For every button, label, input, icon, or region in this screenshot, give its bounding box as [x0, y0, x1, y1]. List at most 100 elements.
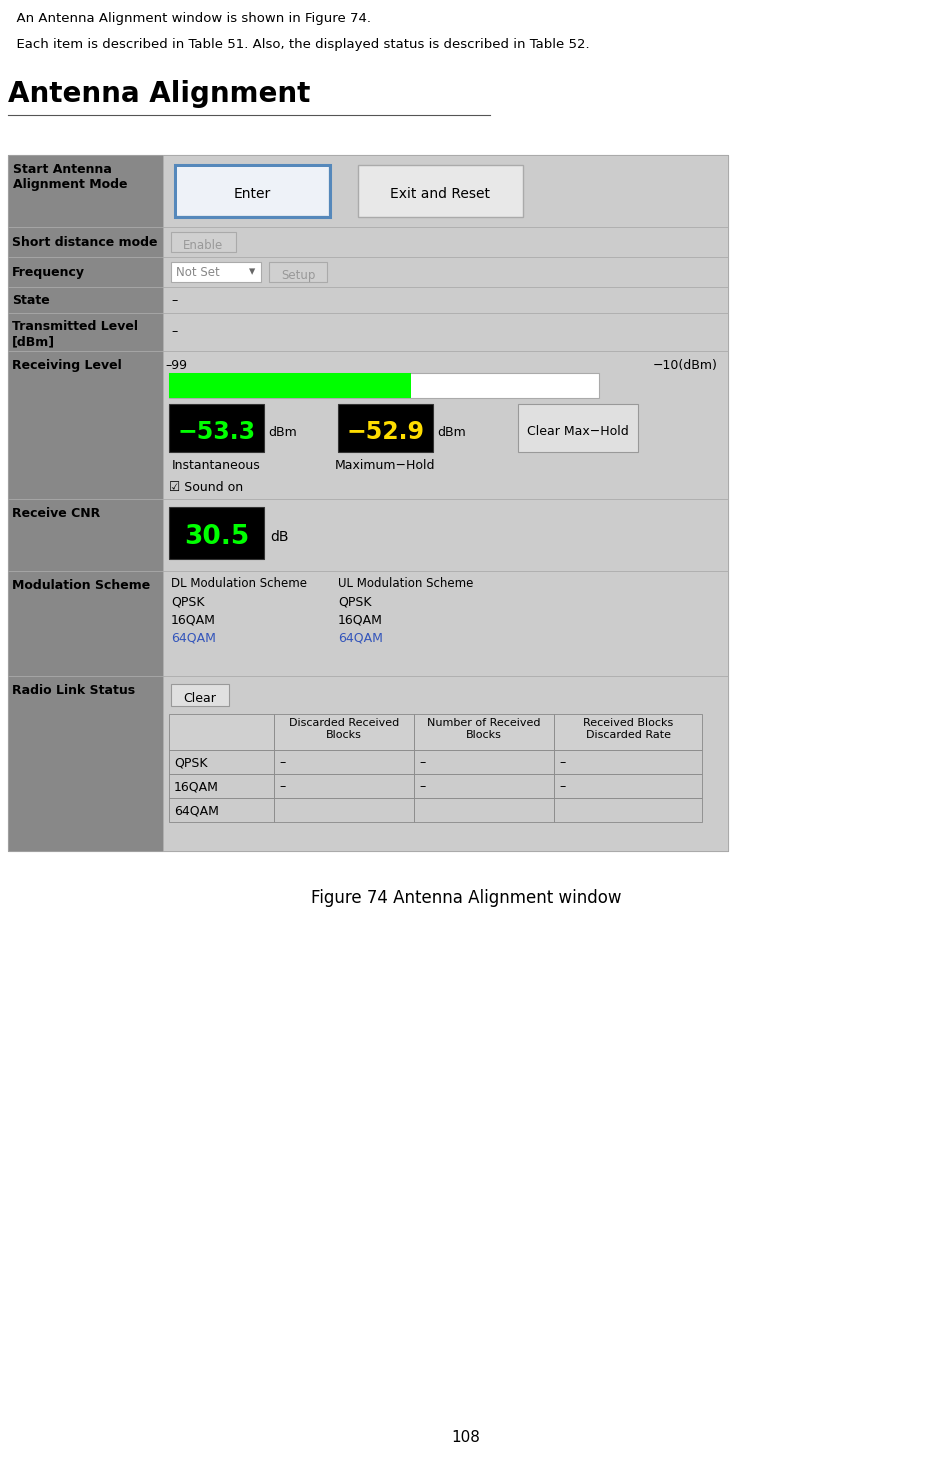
Bar — [171, 262, 261, 282]
Text: 30.5: 30.5 — [184, 523, 249, 550]
Text: QPSK: QPSK — [171, 595, 204, 607]
Bar — [163, 312, 728, 351]
Text: 16QAM: 16QAM — [171, 613, 216, 626]
Text: –: – — [171, 293, 177, 307]
Text: Start Antenna
Alignment Mode: Start Antenna Alignment Mode — [13, 164, 128, 192]
Text: dBm: dBm — [437, 426, 466, 438]
Bar — [169, 373, 411, 398]
Text: Clear: Clear — [184, 691, 216, 705]
Text: Each item is described in Table 51. Also, the displayed status is described in T: Each item is described in Table 51. Also… — [8, 38, 590, 52]
Bar — [8, 312, 163, 351]
Text: dBm: dBm — [268, 426, 296, 438]
Text: ☑ Sound on: ☑ Sound on — [169, 481, 243, 494]
Text: –: – — [171, 324, 177, 338]
Bar — [554, 713, 702, 750]
Text: –99: –99 — [165, 360, 187, 371]
Bar — [414, 774, 554, 797]
Text: Instantaneous: Instantaneous — [172, 458, 261, 472]
Text: 64QAM: 64QAM — [171, 631, 216, 644]
Bar — [169, 713, 274, 750]
Bar — [8, 570, 163, 677]
Text: QPSK: QPSK — [338, 595, 372, 607]
Text: Received Blocks
Discarded Rate: Received Blocks Discarded Rate — [582, 718, 673, 740]
Text: 64QAM: 64QAM — [174, 803, 219, 817]
Bar — [8, 287, 163, 312]
Text: Exit and Reset: Exit and Reset — [391, 187, 490, 200]
Text: –: – — [419, 756, 425, 769]
Bar — [338, 404, 433, 453]
Text: –: – — [559, 756, 565, 769]
Bar — [163, 287, 728, 312]
Text: Enable: Enable — [184, 239, 224, 252]
Text: 64QAM: 64QAM — [338, 631, 383, 644]
Bar — [171, 231, 236, 252]
Bar — [163, 256, 728, 287]
Text: 16QAM: 16QAM — [338, 613, 383, 626]
Text: Number of Received
Blocks: Number of Received Blocks — [427, 718, 541, 740]
Bar — [169, 774, 274, 797]
Text: dB: dB — [270, 531, 289, 544]
Bar — [414, 797, 554, 822]
Bar — [269, 262, 327, 282]
Bar — [169, 797, 274, 822]
Bar — [518, 404, 638, 453]
Bar — [169, 750, 274, 774]
Text: Transmitted Level
[dBm]: Transmitted Level [dBm] — [12, 320, 138, 348]
Text: Discarded Received
Blocks: Discarded Received Blocks — [289, 718, 399, 740]
Text: State: State — [12, 293, 49, 307]
Bar — [8, 155, 728, 850]
Text: 108: 108 — [452, 1430, 480, 1445]
Text: −52.9: −52.9 — [347, 420, 424, 444]
Bar — [554, 750, 702, 774]
Text: Short distance mode: Short distance mode — [12, 236, 158, 249]
Text: –: – — [559, 780, 565, 793]
Text: Receiving Level: Receiving Level — [12, 360, 122, 371]
Bar — [163, 500, 728, 570]
Bar — [169, 507, 264, 559]
Text: Radio Link Status: Radio Link Status — [12, 684, 135, 697]
Bar — [358, 165, 523, 217]
Bar — [8, 351, 163, 500]
Bar — [274, 750, 414, 774]
Text: –: – — [279, 756, 285, 769]
Bar — [177, 167, 328, 215]
Text: Modulation Scheme: Modulation Scheme — [12, 579, 150, 593]
Text: Frequency: Frequency — [12, 265, 85, 279]
Bar — [163, 227, 728, 256]
Bar — [554, 797, 702, 822]
Text: –: – — [279, 780, 285, 793]
Bar — [171, 684, 229, 706]
Bar — [163, 155, 728, 227]
Bar — [274, 713, 414, 750]
Text: DL Modulation Scheme: DL Modulation Scheme — [171, 576, 307, 590]
Text: Figure 74 Antenna Alignment window: Figure 74 Antenna Alignment window — [310, 889, 622, 907]
Text: Receive CNR: Receive CNR — [12, 507, 101, 520]
Bar — [414, 713, 554, 750]
Text: –: – — [419, 780, 425, 793]
Text: Not Set: Not Set — [176, 265, 220, 279]
Bar — [8, 155, 163, 227]
Text: 16QAM: 16QAM — [174, 780, 219, 793]
Bar — [8, 677, 163, 850]
Bar — [8, 256, 163, 287]
Text: Antenna Alignment: Antenna Alignment — [8, 80, 310, 108]
Bar — [175, 165, 330, 217]
Text: −10(dBm): −10(dBm) — [653, 360, 718, 371]
Text: Enter: Enter — [234, 187, 271, 200]
Text: Clear Max−Hold: Clear Max−Hold — [528, 425, 629, 438]
Bar — [8, 500, 163, 570]
Bar — [169, 404, 264, 453]
Bar — [163, 677, 728, 850]
Text: ▾: ▾ — [249, 265, 255, 279]
Bar — [274, 797, 414, 822]
Text: Setup: Setup — [281, 268, 315, 282]
Bar — [169, 373, 599, 398]
Bar — [163, 570, 728, 677]
Bar — [274, 774, 414, 797]
Text: Maximum−Hold: Maximum−Hold — [336, 458, 436, 472]
Text: QPSK: QPSK — [174, 756, 208, 769]
Bar — [8, 227, 163, 256]
Bar — [414, 750, 554, 774]
Bar — [163, 351, 728, 500]
Text: −53.3: −53.3 — [177, 420, 255, 444]
